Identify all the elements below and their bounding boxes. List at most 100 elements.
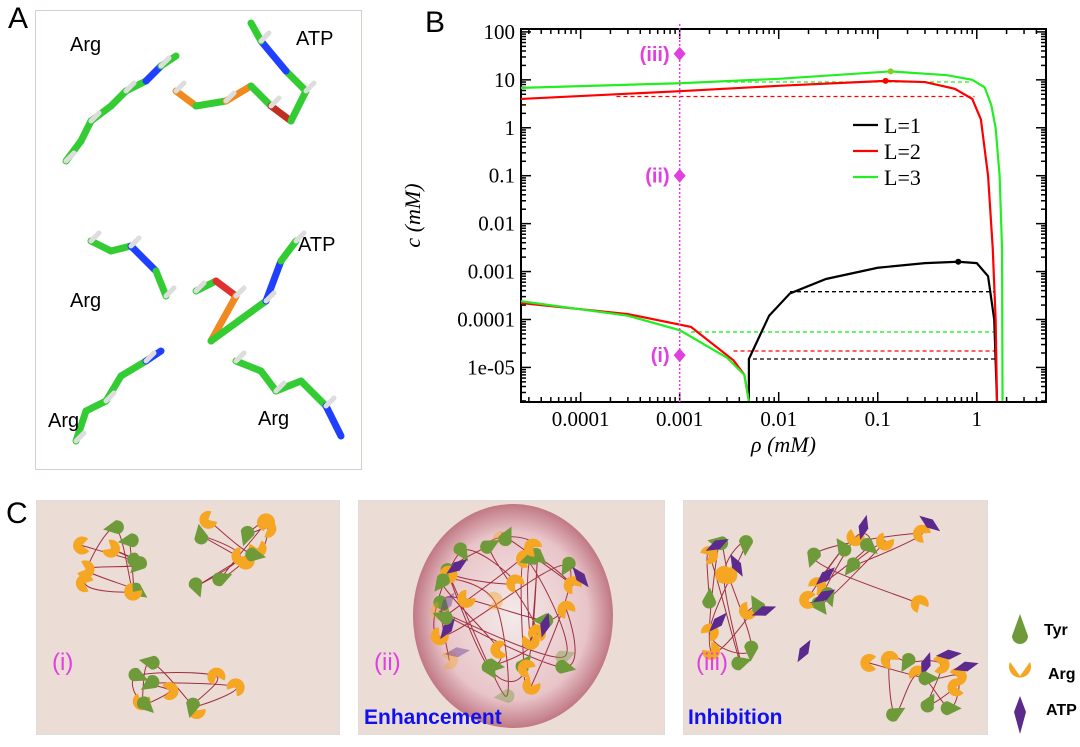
tyr-icon [561, 556, 576, 576]
hydrogen [233, 350, 247, 364]
molecule-structures [62, 19, 345, 445]
bond [287, 87, 310, 125]
y-tick-label: 1 [505, 116, 516, 140]
label-atp: ATP [296, 28, 334, 50]
arg-icon [1009, 662, 1031, 678]
inhibition-label: Inhibition [688, 706, 783, 729]
bond [267, 102, 295, 125]
critical-point-L=3 [887, 68, 894, 75]
tyr-icon [807, 547, 821, 568]
arg-icon [162, 682, 179, 701]
label-arg: Arg [258, 408, 290, 430]
arg-icon [880, 650, 899, 669]
bond [207, 292, 240, 345]
arg-icon [517, 659, 536, 678]
bond [77, 117, 95, 145]
y-tick-label: 0.1 [489, 164, 515, 188]
panel-c-state-i [36, 500, 340, 735]
arg-icon [719, 566, 738, 585]
arg-icon [949, 667, 967, 686]
atp-icon [953, 661, 979, 672]
legend-atp: ATP [1046, 702, 1077, 719]
enhancement-label: Enhancement [364, 706, 502, 729]
tyr-icon [493, 689, 515, 703]
state-label-ii: (ii) [374, 649, 401, 676]
atp-icon [815, 567, 835, 585]
tyr-icon [140, 675, 160, 690]
bond [247, 19, 265, 45]
atp-icon [705, 538, 729, 551]
arg-icon [486, 591, 503, 610]
hydrogen [63, 150, 77, 164]
arg-icon [77, 560, 95, 579]
arg-icon [102, 539, 120, 558]
tyr-icon [453, 542, 469, 562]
label-arg: Arg [70, 290, 102, 312]
arg-icon [913, 524, 931, 543]
legend-label: L=2 [884, 139, 921, 164]
atp-icon [540, 612, 550, 638]
tyr-icon [137, 696, 155, 714]
bond [297, 377, 330, 410]
arg-icon [521, 633, 540, 650]
tyr-icon [739, 535, 753, 557]
tyr-icon [434, 573, 450, 592]
y-tick-label: 10 [494, 68, 515, 92]
arg-icon [933, 655, 950, 674]
hydrogen [268, 95, 282, 109]
bond [262, 257, 285, 305]
x-tick-label: 0.1 [865, 407, 891, 431]
phase-diagram-chart: 0.0001 0.001 0.01 0.1 1 100 10 1 0.1 0.01 0.001 0.0… [400, 20, 1047, 457]
hydrogen [273, 380, 287, 394]
y-tick-label: 0.001 [468, 260, 515, 284]
panel-label-c: C [6, 497, 28, 530]
bond [117, 357, 150, 380]
panel-label-b: B [425, 6, 446, 39]
state-label-i: (i) [52, 649, 74, 676]
tyr-icon [555, 659, 577, 674]
bond [322, 402, 345, 440]
arg-icon [715, 565, 734, 584]
bond [257, 367, 280, 395]
tyr-icon [731, 656, 752, 671]
y-tick-label: 100 [484, 20, 516, 44]
series-line-L=1 [747, 260, 999, 401]
arg-icon [702, 641, 721, 660]
bond [172, 87, 200, 110]
hydrogen [163, 285, 177, 299]
hydrogen [293, 230, 307, 244]
arg-icon [506, 574, 525, 593]
state-marker-label: (i) [651, 345, 670, 367]
x-tick-label: 1 [972, 407, 983, 431]
state-ii-cartoon [413, 504, 613, 728]
tyr-icon [240, 525, 255, 547]
state-marker [673, 168, 686, 183]
atp-icon [935, 649, 962, 660]
arg-icon [700, 546, 719, 565]
state-marker-label: (ii) [645, 166, 669, 188]
bond [212, 277, 240, 300]
polymer-chain [81, 527, 140, 593]
bond [152, 267, 170, 300]
x-tick-label: 0.01 [760, 407, 797, 431]
critical-point-L=2 [882, 77, 889, 84]
atp-icon [572, 566, 589, 588]
label-atp: ATP [298, 234, 336, 256]
tyr-icon [555, 650, 576, 665]
panel-a-molecules [35, 10, 362, 470]
tyr-icon [188, 577, 203, 598]
atp-icon [446, 559, 468, 574]
tyr-icon [918, 671, 940, 686]
arg-icon [876, 532, 894, 551]
atp-icon [812, 589, 836, 603]
tyr-icon [194, 523, 209, 545]
bond [87, 237, 115, 255]
bond [127, 242, 160, 275]
atp-icon [444, 647, 471, 658]
y-tick-label: 1e-05 [467, 355, 515, 379]
atp-icon [921, 651, 931, 677]
tyr-icon [844, 557, 861, 576]
tyr-icon [130, 556, 147, 574]
x-tick-label: 0.001 [656, 407, 703, 431]
atp-icon [730, 553, 743, 577]
